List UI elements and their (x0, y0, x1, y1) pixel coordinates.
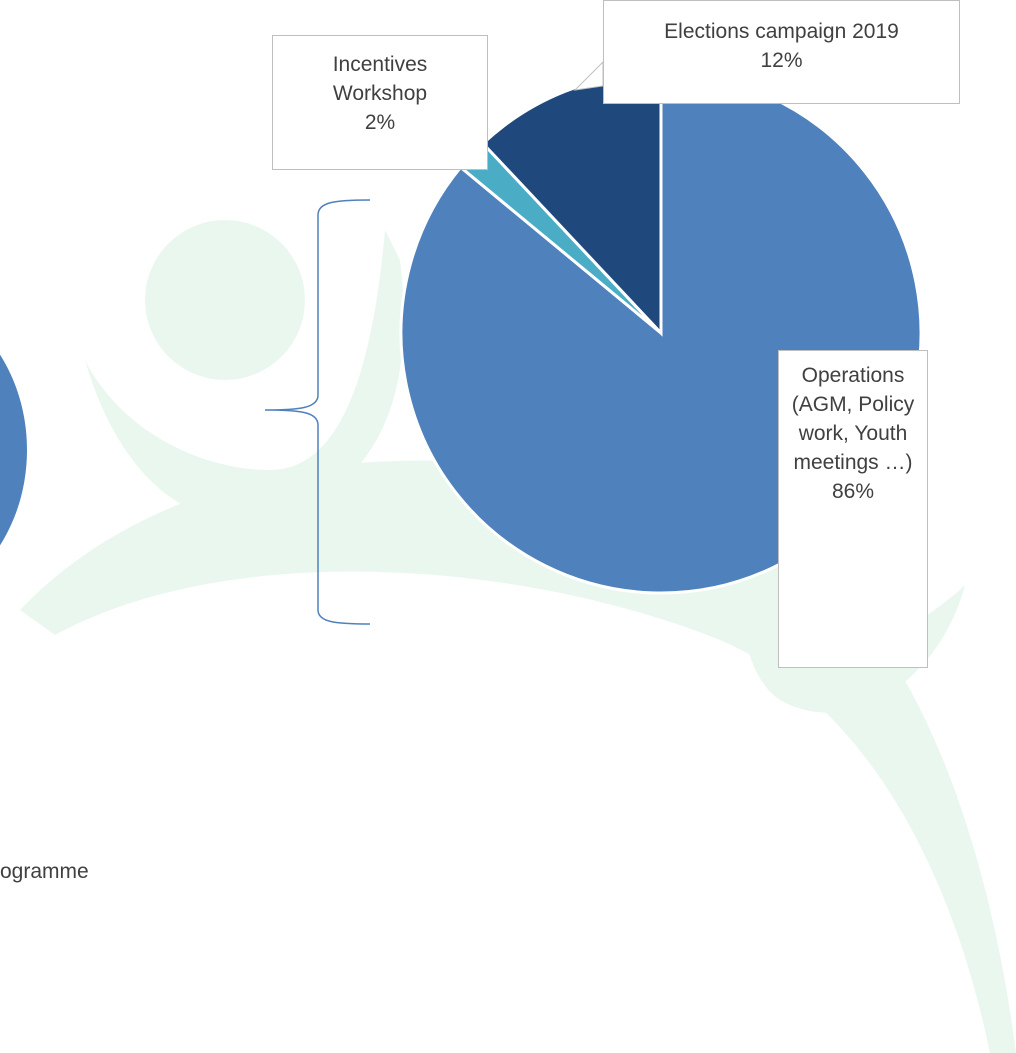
callout-pointer (573, 60, 604, 91)
label-name: Incentives Workshop (332, 53, 428, 105)
data-label: Incentives Workshop 2% (272, 35, 488, 170)
brace (264, 199, 371, 625)
partial-pie (0, 354, 27, 546)
label-value: 12% (760, 49, 803, 72)
label-name: Operations (AGM, Policy work, Youth meet… (791, 364, 915, 474)
data-label: Elections campaign 2019 12% (603, 0, 960, 104)
label-name: Elections campaign 2019 (664, 20, 899, 43)
label-value: 86% (831, 480, 875, 503)
watermark (20, 220, 1016, 1053)
fragment-text: ogramme (0, 860, 89, 883)
label-value: 2% (364, 111, 396, 134)
data-label: Operations (AGM, Policy work, Youth meet… (778, 350, 928, 668)
